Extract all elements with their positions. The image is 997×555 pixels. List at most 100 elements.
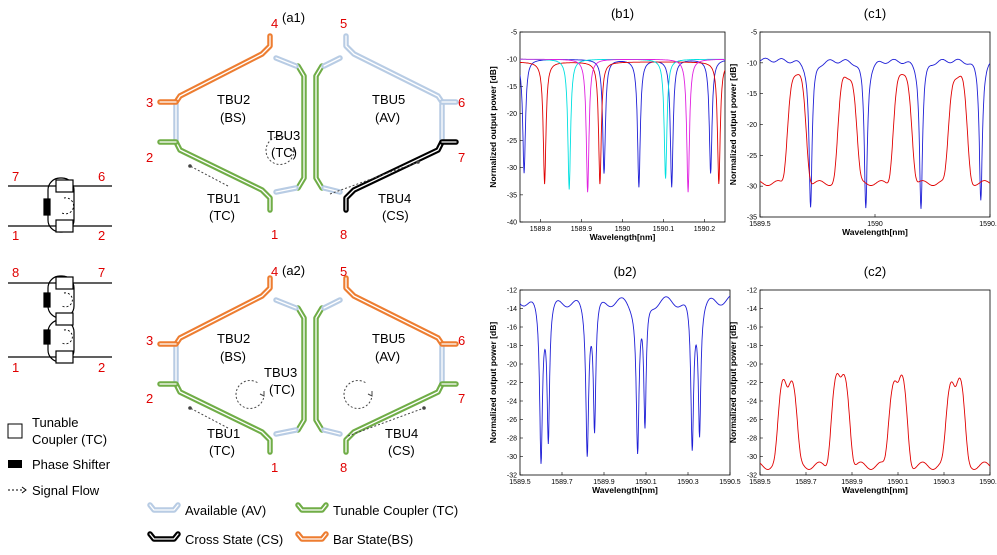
tbu3-waveguide-right bbox=[313, 63, 325, 191]
chart-c2: (c2)-12-14-16-18-20-22-24-26-28-30-32158… bbox=[728, 264, 997, 495]
arrow-head-icon bbox=[422, 406, 426, 410]
port-label: 5 bbox=[340, 16, 347, 31]
chart-title: (b1) bbox=[611, 6, 634, 21]
signal-flow-arrow bbox=[61, 197, 75, 215]
legend-cs: Cross State (CS) bbox=[185, 532, 283, 547]
tbu3-waveguide-right-gap bbox=[315, 65, 323, 189]
phase-shifter bbox=[43, 329, 51, 345]
arrow-icon bbox=[289, 147, 295, 153]
signal-flow-arrow bbox=[61, 329, 73, 345]
y-tick-label: -5 bbox=[751, 30, 757, 37]
y-tick-label: -26 bbox=[507, 417, 517, 424]
x-tick-label: 1590.3 bbox=[933, 479, 955, 486]
unit-cell-double bbox=[8, 275, 112, 364]
unit-name: TBU5 bbox=[372, 331, 405, 346]
x-tick-label: 1590.1 bbox=[653, 226, 675, 233]
y-tick-label: -20 bbox=[747, 362, 757, 369]
y-tick-label: -28 bbox=[747, 436, 757, 443]
plot-area bbox=[519, 31, 726, 223]
y-tick-label: -15 bbox=[747, 91, 757, 98]
connector-waveguide-gap bbox=[275, 187, 297, 193]
x-tick-label: 1590.5 bbox=[719, 479, 741, 486]
x-tick-label: 1589.5 bbox=[749, 221, 771, 228]
signal-flow-arrow bbox=[235, 380, 265, 409]
port-label: 2 bbox=[146, 150, 153, 165]
signal-flow-arrow bbox=[265, 136, 295, 165]
cs-swatch-gap bbox=[149, 533, 179, 540]
legend-bottom: Available (AV) Cross State (CS) Tunable … bbox=[147, 502, 458, 547]
x-tick-label: 1589.5 bbox=[749, 479, 771, 486]
y-tick-label: -30 bbox=[747, 454, 757, 461]
arrow-head-icon bbox=[188, 164, 192, 168]
unit-state: (BS) bbox=[220, 110, 246, 125]
connector-waveguide-gap bbox=[323, 57, 341, 67]
legend-ps: Phase Shifter bbox=[32, 457, 111, 472]
x-tick-label: 1589.9 bbox=[841, 479, 863, 486]
port-label: 8 bbox=[340, 227, 347, 242]
unit-name: TBU1 bbox=[207, 426, 240, 441]
legend-left: Tunable Coupler (TC) Phase Shifter Signa… bbox=[7, 415, 111, 498]
series-line-magenta bbox=[520, 58, 725, 193]
unit-name: TBU3 bbox=[267, 128, 300, 143]
port-label: 4 bbox=[271, 264, 278, 279]
x-tick-label: 1589.7 bbox=[551, 479, 573, 486]
hexagon-a2 bbox=[157, 275, 459, 455]
x-axis-label: Wavelength[nm] bbox=[590, 232, 656, 242]
y-tick-label: -35 bbox=[747, 215, 757, 222]
signal-flow-arrow bbox=[189, 407, 229, 429]
chart-title: (c1) bbox=[864, 6, 886, 21]
chart-b1: (b1) -5 -10 -15 -20 -25 -30 -35 -40 1589.8 1589.9 1… bbox=[488, 6, 726, 242]
x-tick-label: 1589.9 bbox=[593, 479, 615, 486]
port-label: 7 bbox=[12, 169, 19, 184]
y-tick-label: -10 bbox=[507, 57, 517, 64]
a1-labels: 1 2 3 4 5 6 7 8 TBU1 (TC) TBU2 (BS) TBU3… bbox=[146, 16, 465, 242]
y-tick-label: -28 bbox=[507, 436, 517, 443]
tbu5-waveguide-gap bbox=[345, 277, 443, 345]
unit-state: (TC) bbox=[269, 382, 295, 397]
port-label: 1 bbox=[271, 227, 278, 242]
y-tick-label: -24 bbox=[747, 399, 757, 406]
port-label: 3 bbox=[146, 95, 153, 110]
y-tick-label: -12 bbox=[507, 288, 517, 295]
unit-name: TBU2 bbox=[217, 92, 250, 107]
y-tick-label: -40 bbox=[507, 220, 517, 227]
a2-labels: 1 2 3 4 5 6 7 8 TBU1 (TC) TBU2 (BS) TBU3… bbox=[146, 264, 465, 475]
legend-bs: Bar State(BS) bbox=[333, 532, 413, 547]
y-axis-label: Normalized output power [dB] bbox=[728, 322, 738, 444]
tbu1-waveguide-gap bbox=[175, 141, 271, 211]
x-tick-label: 1590 bbox=[615, 226, 631, 233]
tbu3-waveguide-left bbox=[295, 63, 307, 191]
y-tick-label: -10 bbox=[747, 60, 757, 67]
x-axis-label: Wavelength[nm] bbox=[842, 227, 908, 237]
port-label: 2 bbox=[98, 360, 105, 375]
arrow-icon bbox=[21, 486, 27, 494]
av-swatch-gap bbox=[149, 504, 179, 511]
port-label: 3 bbox=[146, 333, 153, 348]
legend-tc-line2: Coupler (TC) bbox=[32, 432, 107, 447]
x-tick-label: 1589.5 bbox=[509, 479, 531, 486]
legend-tc-line1: Tunable bbox=[32, 415, 79, 430]
x-tick-label: 1590 bbox=[867, 221, 883, 228]
y-tick-label: -20 bbox=[747, 122, 757, 129]
ps-legend-box bbox=[8, 460, 22, 468]
x-tick-label: 1589.8 bbox=[530, 226, 552, 233]
connector-waveguide-gap bbox=[275, 299, 297, 309]
signal-flow-arrow bbox=[343, 380, 373, 409]
connector-waveguide-gap bbox=[323, 429, 341, 435]
series-line-red bbox=[760, 373, 990, 470]
arrow-icon bbox=[367, 391, 373, 397]
x-tick-label: 1590.3 bbox=[677, 479, 699, 486]
arrow-head-icon bbox=[188, 406, 192, 410]
unit-name: TBU1 bbox=[207, 191, 240, 206]
unit-state: (CS) bbox=[382, 208, 409, 223]
y-tick-label: -15 bbox=[507, 84, 517, 91]
tbu4-waveguide-gap bbox=[345, 383, 443, 453]
port-label: 7 bbox=[98, 265, 105, 280]
y-tick-label: -18 bbox=[747, 343, 757, 350]
y-tick-label: -22 bbox=[507, 380, 517, 387]
y-tick-label: -32 bbox=[507, 473, 517, 480]
arrow-icon bbox=[259, 391, 265, 397]
port-label: 6 bbox=[458, 333, 465, 348]
unit-state: (AV) bbox=[375, 110, 400, 125]
